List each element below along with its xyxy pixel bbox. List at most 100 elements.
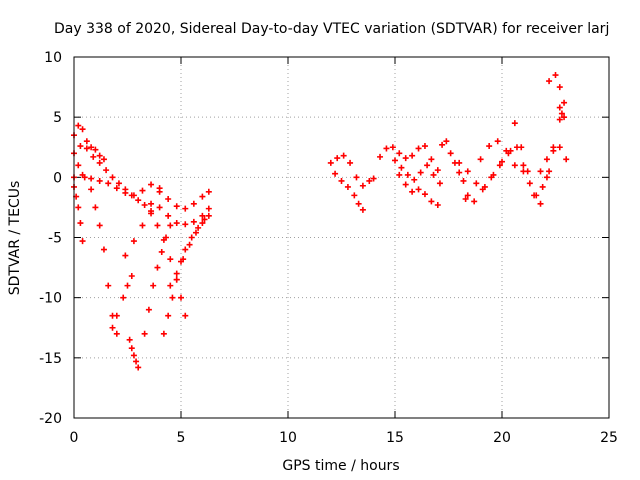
data-point xyxy=(75,204,82,211)
data-point xyxy=(421,191,428,198)
data-point xyxy=(160,236,167,243)
series-arc-a9 xyxy=(141,222,174,337)
data-point xyxy=(430,171,437,178)
data-point xyxy=(190,200,197,207)
data-point xyxy=(75,122,82,129)
data-point xyxy=(471,198,478,205)
data-point xyxy=(154,264,161,271)
series-arc-b9 xyxy=(462,144,520,205)
data-point xyxy=(109,174,116,181)
series-arc-b1 xyxy=(327,152,366,189)
series-arc-b12 xyxy=(520,162,553,199)
data-point xyxy=(79,126,86,133)
series-arc-a1 xyxy=(71,143,212,228)
data-point xyxy=(205,205,212,212)
series-arc-a5 xyxy=(75,162,120,337)
data-point xyxy=(103,167,110,174)
data-point xyxy=(115,180,122,187)
data-point xyxy=(145,306,152,313)
data-point xyxy=(113,185,120,192)
data-point xyxy=(370,175,377,182)
data-point xyxy=(355,200,362,207)
data-point xyxy=(167,256,174,263)
data-point xyxy=(434,167,441,174)
data-point xyxy=(173,276,180,283)
series-arc-a6 xyxy=(109,273,135,331)
data-point xyxy=(402,155,409,162)
data-point xyxy=(402,181,409,188)
data-point xyxy=(556,116,563,123)
y-tick-label: -20 xyxy=(39,411,62,427)
data-point xyxy=(160,330,167,337)
data-point xyxy=(195,224,202,231)
data-point xyxy=(543,156,550,163)
data-point xyxy=(561,114,568,121)
data-point xyxy=(359,182,366,189)
series-arc-a8 xyxy=(122,188,163,259)
x-tick-label: 5 xyxy=(177,430,186,446)
data-point xyxy=(92,204,99,211)
data-point xyxy=(113,312,120,319)
data-point xyxy=(88,175,95,182)
data-point xyxy=(135,197,142,204)
data-point xyxy=(173,220,180,227)
data-point xyxy=(359,206,366,213)
data-point xyxy=(96,222,103,229)
y-tick-label: 5 xyxy=(53,110,62,126)
data-point xyxy=(434,202,441,209)
data-point xyxy=(150,282,157,289)
series-arc-b2 xyxy=(332,170,366,213)
data-point xyxy=(415,145,422,152)
data-point xyxy=(543,174,550,181)
chart-title: Day 338 of 2020, Sidereal Day-to-day VTE… xyxy=(54,21,609,37)
data-point xyxy=(156,204,163,211)
data-point xyxy=(550,147,557,154)
data-point xyxy=(148,200,155,207)
data-point xyxy=(351,192,358,199)
series-arc-b3 xyxy=(366,175,377,184)
data-point xyxy=(199,212,206,219)
data-point xyxy=(141,330,148,337)
series-arc-a12 xyxy=(167,212,212,289)
data-point xyxy=(503,147,510,154)
y-tick-label: 0 xyxy=(53,170,62,186)
data-point xyxy=(332,170,339,177)
data-point xyxy=(477,156,484,163)
data-point xyxy=(409,152,416,159)
data-point xyxy=(130,352,137,359)
data-point xyxy=(334,155,341,162)
data-point xyxy=(327,159,334,166)
series-arc-a7 xyxy=(126,336,142,371)
data-point xyxy=(421,143,428,150)
data-point xyxy=(148,181,155,188)
y-tick-label: 10 xyxy=(44,50,62,66)
data-point xyxy=(178,294,184,301)
data-point xyxy=(546,168,553,175)
data-point xyxy=(411,176,418,183)
data-point xyxy=(499,158,505,165)
data-point xyxy=(154,222,161,229)
series-arc-b5 xyxy=(392,157,443,187)
series-arc-b16 xyxy=(546,78,553,85)
data-point xyxy=(180,256,187,263)
data-point xyxy=(120,294,127,301)
y-axis-label: SDTVAR / TECUs xyxy=(7,181,23,296)
data-points xyxy=(71,72,570,371)
series-arc-a3 xyxy=(71,122,107,163)
data-point xyxy=(494,138,501,145)
x-tick-labels: 0 5 10 15 20 25 xyxy=(70,430,618,446)
data-point xyxy=(464,192,471,199)
data-point xyxy=(539,183,546,190)
data-point xyxy=(79,238,86,245)
series-arc-a4 xyxy=(71,183,86,245)
series-arc-a11 xyxy=(148,210,189,319)
y-tick-label: -5 xyxy=(48,231,62,247)
data-point xyxy=(383,145,390,152)
data-point xyxy=(122,189,129,196)
data-point xyxy=(347,159,354,166)
series-arc-b8 xyxy=(456,147,514,190)
data-point xyxy=(188,234,195,241)
data-point xyxy=(428,198,435,205)
data-point xyxy=(186,241,193,248)
